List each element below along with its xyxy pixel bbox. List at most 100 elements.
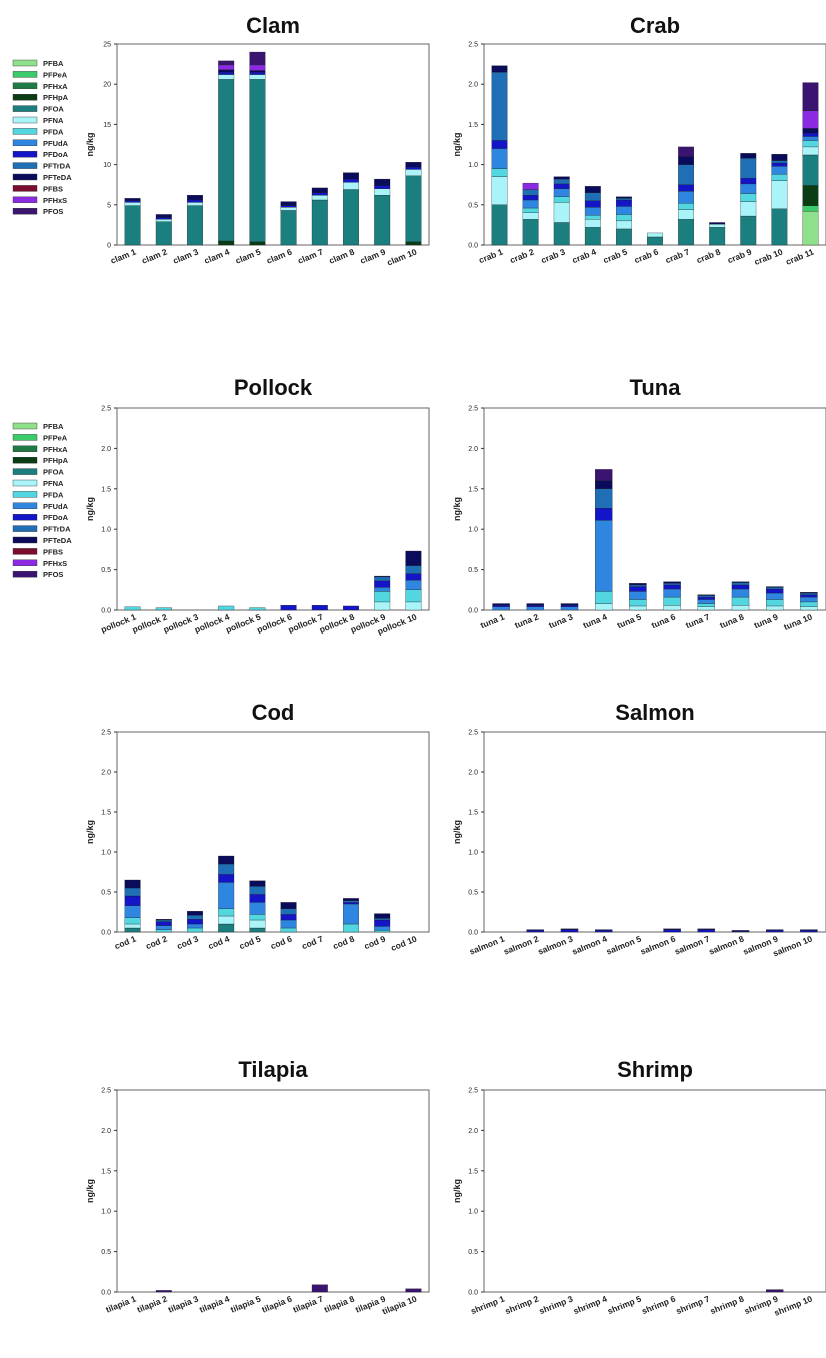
bar-segment-cod-6-pfuda: [280, 919, 297, 929]
bar-segment-tuna-10-pfteda: [800, 592, 818, 594]
x-tick-label: pollock 7: [287, 611, 325, 634]
bar-segment-crab-7-pfda: [678, 203, 695, 210]
bar-segment-tuna-9-pfdoa: [766, 588, 784, 594]
bar-segment-crab-11-pfba: [802, 211, 819, 246]
bar-segment-salmon-7-pfteda: [697, 928, 716, 930]
bar-segment-clam-10-pfteda: [405, 162, 422, 168]
y-tick-label: 2.0: [101, 446, 111, 453]
bar-segment-tuna-7-pfdoa: [697, 596, 716, 600]
bar-segment-cod-4-pfna: [218, 915, 235, 925]
bar-segment-crab-10-pfoa: [771, 208, 788, 246]
bar-segment-salmon-10-pfteda: [800, 929, 818, 931]
legend-label-pfhxs: PFHxS: [43, 196, 67, 205]
x-tick-label: crab 7: [664, 246, 691, 265]
y-tick-label: 2.0: [468, 446, 478, 453]
bar-segment-crab-7-pfoa: [678, 219, 695, 246]
legend-swatch-pfhxa: [12, 445, 38, 452]
y-axis-label: ng/kg: [452, 133, 462, 157]
bar-segment-crab-9-pfdoa: [740, 178, 757, 185]
plot-frame: [116, 43, 430, 246]
legend-label-pfhxs: PFHxS: [43, 559, 67, 568]
bar-segment-pollock-8-pfdoa: [343, 605, 359, 611]
x-tick-label: crab 4: [571, 246, 598, 265]
bar-segment-tuna-8-pfuda: [731, 588, 750, 598]
x-tick-label: cod 1: [113, 933, 138, 951]
bar-segment-crab-10-pfuda: [771, 166, 788, 175]
bar-segment-clam-3-pfteda: [187, 195, 203, 201]
y-tick-label: 2.5: [468, 1088, 478, 1095]
x-tick-label: cod 4: [207, 933, 232, 951]
legend-swatch-pfpea: [12, 434, 38, 441]
y-axis-label: ng/kg: [85, 497, 95, 521]
bar-segment-crab-1-pfuda: [491, 148, 508, 169]
legend-label-pfoa: PFOA: [43, 468, 64, 477]
bar-segment-clam-1-pfna: [124, 202, 141, 206]
bar-segment-clam-7-pfdoa: [311, 192, 328, 196]
y-tick-label: 1.5: [101, 810, 111, 817]
x-tick-label: crab 8: [695, 246, 722, 265]
bar-segment-clam-9-pfteda: [374, 178, 391, 186]
x-tick-label: crab 2: [508, 246, 535, 265]
legend-label-pfda: PFDA: [43, 127, 64, 136]
x-tick-label: pollock 1: [99, 611, 137, 634]
chart-title: Cod: [252, 700, 295, 725]
legend-swatch-pfna: [12, 479, 38, 487]
bar-segment-crab-10-pftrda: [771, 160, 788, 164]
y-tick-label: 1.0: [101, 1209, 111, 1216]
x-tick-label: pollock 8: [318, 611, 356, 634]
bar-segment-cod-8-pfteda: [343, 898, 359, 901]
bar-segment-clam-4-pfhpa: [218, 240, 235, 246]
x-tick-label: pollock 2: [131, 611, 169, 634]
bar-segment-crab-11-pfna: [802, 146, 819, 156]
y-tick-label: 0.0: [101, 608, 111, 615]
bar-segment-cod-5-pfna: [249, 919, 266, 929]
bar-segment-cod-9-pfdoa: [374, 919, 391, 927]
bar-segment-crab-2-pftrda: [522, 189, 539, 196]
y-tick-label: 0.5: [101, 567, 111, 574]
bar-segment-clam-1-pfdoa: [124, 200, 141, 203]
bar-segment-cod-1-pfna: [124, 923, 141, 929]
bar-segment-crab-4-pfteda: [584, 186, 601, 193]
bar-segment-salmon-9-pfteda: [766, 929, 784, 931]
bar-segment-tuna-6-pftrda: [663, 583, 681, 586]
legend-swatch-pfna: [12, 116, 38, 124]
bar-segment-salmon-3-pfteda: [560, 928, 579, 930]
bar-segment-crab-11-pfhpa: [802, 185, 819, 206]
y-tick-label: 1.5: [101, 1168, 111, 1175]
x-tick-label: clam 5: [234, 246, 263, 265]
bar-segment-tuna-7-pfteda: [697, 594, 716, 596]
bar-segment-pollock-9-pfteda: [374, 575, 391, 578]
legend-label-pfdoa: PFDoA: [43, 513, 69, 522]
bar-segment-cod-4-pfdoa: [218, 874, 235, 883]
bar-segment-clam-1-pfteda: [124, 198, 141, 201]
bar-segment-crab-5-pfna: [615, 220, 632, 230]
bar-segment-tuna-4-pfna: [595, 603, 613, 611]
bar-segment-crab-7-pfdoa: [678, 184, 695, 192]
bar-segment-clam-1-pfoa: [124, 205, 141, 246]
bar-segment-cod-5-pfdoa: [249, 894, 266, 903]
y-tick-label: 0.5: [101, 890, 111, 897]
bar-segment-tuna-9-pfuda: [766, 592, 784, 600]
x-tick-label: pollock 5: [224, 611, 262, 634]
bar-segment-cod-3-pfda: [187, 927, 203, 933]
plot-frame: [116, 1089, 430, 1293]
x-tick-label: clam 4: [203, 246, 232, 265]
bar-segment-crab-7-pfuda: [678, 190, 695, 204]
bar-segment-crab-8-pfteda: [709, 222, 726, 225]
x-tick-label: tilapia 6: [260, 1293, 293, 1314]
bar-segment-pollock-6-pfdoa: [280, 605, 297, 611]
bar-segment-pollock-5-pfda: [249, 607, 266, 611]
bar-segment-crab-3-pftrda: [553, 178, 570, 185]
y-tick-label: 0.0: [468, 1290, 478, 1297]
bar-segment-crab-10-pfda: [771, 174, 788, 181]
bar-segment-clam-4-pfhxs: [218, 64, 235, 70]
bar-segment-cod-5-pfteda: [249, 880, 266, 887]
x-tick-label: tilapia 5: [229, 1293, 262, 1314]
legend-label-pfos: PFOS: [43, 570, 63, 579]
x-tick-label: shrimp 1: [469, 1293, 506, 1316]
y-axis-label: ng/kg: [85, 820, 95, 844]
legend-label-pfhpa: PFHpA: [43, 456, 69, 465]
bar-segment-clam-6-pfoa: [280, 210, 297, 246]
legend-label-pfpea: PFPeA: [43, 433, 68, 442]
